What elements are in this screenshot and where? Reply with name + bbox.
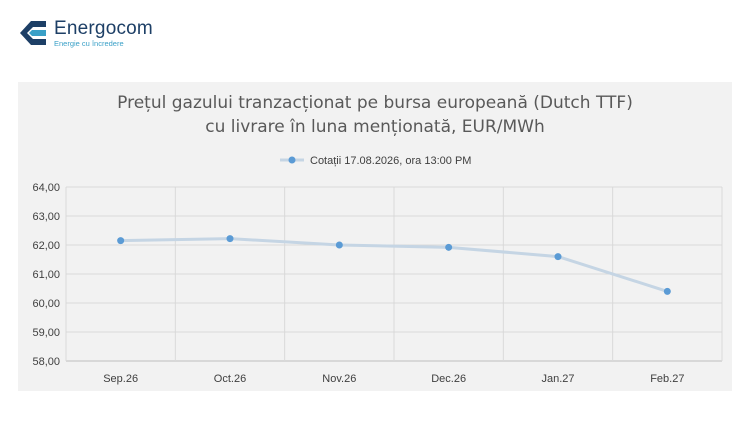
y-tick-label: 60,00 xyxy=(32,298,60,310)
y-tick-label: 64,00 xyxy=(32,182,60,194)
brand-name: Energocom xyxy=(54,17,153,39)
x-axis: Sep.26 Oct.26 Nov.26 Dec.26 Jan.27 Feb.27 xyxy=(103,373,684,385)
y-tick-label: 63,00 xyxy=(32,211,60,223)
legend-label: Cotații 17.08.2026, ora 13:00 PM xyxy=(310,155,471,167)
chart-title: Prețul gazului tranzacționat pe bursa eu… xyxy=(117,93,633,137)
legend-marker-swatch xyxy=(288,156,296,164)
y-tick-label: 59,00 xyxy=(32,327,60,339)
x-tick-label: Nov.26 xyxy=(322,373,356,385)
y-tick-label: 62,00 xyxy=(32,240,60,252)
x-tick-label: Dec.26 xyxy=(431,373,466,385)
data-point xyxy=(445,243,453,251)
brand-logo: Energocom Energie cu încredere xyxy=(18,18,153,48)
data-point xyxy=(117,237,125,245)
data-point xyxy=(226,235,234,243)
x-tick-label: Oct.26 xyxy=(214,373,246,385)
data-point xyxy=(663,287,671,295)
y-axis: 58,00 59,00 60,00 61,00 62,00 63,00 64,00 xyxy=(32,182,60,368)
chart-title-line-1: Prețul gazului tranzacționat pe bursa eu… xyxy=(117,93,633,113)
chart-title-line-2: cu livrare în luna menționată, EUR/MWh xyxy=(205,117,545,137)
data-point xyxy=(554,253,562,261)
y-tick-label: 61,00 xyxy=(32,269,60,281)
chart-panel: Prețul gazului tranzacționat pe bursa eu… xyxy=(18,82,732,391)
y-tick-label: 58,00 xyxy=(32,356,60,368)
x-tick-label: Feb.27 xyxy=(650,373,684,385)
chart-gridlines xyxy=(65,186,723,362)
chart-legend: Cotații 17.08.2026, ora 13:00 PM xyxy=(280,155,471,167)
x-tick-label: Jan.27 xyxy=(541,373,574,385)
x-tick-label: Sep.26 xyxy=(103,373,138,385)
brand-tagline: Energie cu încredere xyxy=(54,38,124,48)
series-line-group xyxy=(117,235,671,295)
price-line-chart: Prețul gazului tranzacționat pe bursa eu… xyxy=(32,93,723,385)
data-point xyxy=(335,241,343,249)
energocom-logo-icon xyxy=(20,21,46,45)
series-line xyxy=(120,237,668,293)
